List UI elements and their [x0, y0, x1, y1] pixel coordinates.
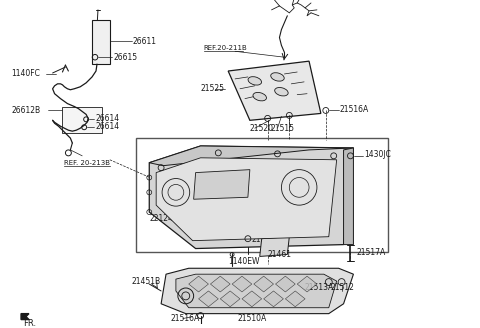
Text: 21516A: 21516A [252, 235, 281, 244]
Polygon shape [161, 268, 353, 314]
Text: REF. 20-213B: REF. 20-213B [64, 160, 110, 166]
Polygon shape [136, 138, 388, 252]
Text: 26614: 26614 [95, 114, 119, 123]
Text: 1140FC: 1140FC [11, 70, 40, 78]
Text: 21513A: 21513A [304, 283, 333, 293]
Ellipse shape [248, 77, 262, 85]
Text: 21451B: 21451B [132, 277, 161, 286]
Polygon shape [228, 61, 321, 120]
Polygon shape [149, 146, 353, 166]
Text: 21515: 21515 [271, 124, 295, 133]
Polygon shape [232, 276, 252, 292]
Polygon shape [149, 146, 353, 249]
Polygon shape [92, 20, 110, 64]
Polygon shape [156, 158, 336, 241]
Polygon shape [297, 276, 317, 292]
Text: 21516A: 21516A [340, 105, 369, 114]
Text: 26611: 26611 [132, 37, 156, 46]
Text: 26612B: 26612B [11, 106, 40, 115]
Text: 1140EW: 1140EW [228, 257, 260, 266]
Text: 21510A: 21510A [237, 314, 266, 323]
Polygon shape [199, 291, 218, 307]
Text: 21512: 21512 [331, 283, 355, 293]
Polygon shape [242, 291, 262, 307]
Text: 21517A: 21517A [356, 248, 385, 257]
Polygon shape [210, 276, 230, 292]
Text: 26615: 26615 [114, 53, 138, 62]
Polygon shape [220, 291, 240, 307]
Text: 22124A: 22124A [149, 215, 179, 223]
Polygon shape [260, 237, 289, 256]
Ellipse shape [271, 73, 284, 81]
Polygon shape [21, 314, 29, 319]
Polygon shape [62, 107, 102, 133]
Text: 21525: 21525 [201, 84, 225, 93]
Text: 21516A: 21516A [171, 314, 200, 323]
Text: 21520: 21520 [250, 124, 274, 133]
Polygon shape [276, 276, 295, 292]
Polygon shape [286, 291, 305, 307]
Ellipse shape [275, 88, 288, 96]
Text: FR.: FR. [23, 319, 36, 328]
Polygon shape [264, 291, 283, 307]
Text: 21461: 21461 [268, 250, 292, 259]
Polygon shape [344, 148, 353, 245]
Polygon shape [176, 274, 336, 308]
Text: REF.20-211B: REF.20-211B [204, 45, 247, 51]
Polygon shape [254, 276, 274, 292]
Polygon shape [193, 170, 250, 199]
Ellipse shape [253, 92, 266, 101]
Text: 1430JC: 1430JC [364, 150, 391, 159]
Polygon shape [189, 276, 208, 292]
Text: 26614: 26614 [95, 122, 119, 131]
